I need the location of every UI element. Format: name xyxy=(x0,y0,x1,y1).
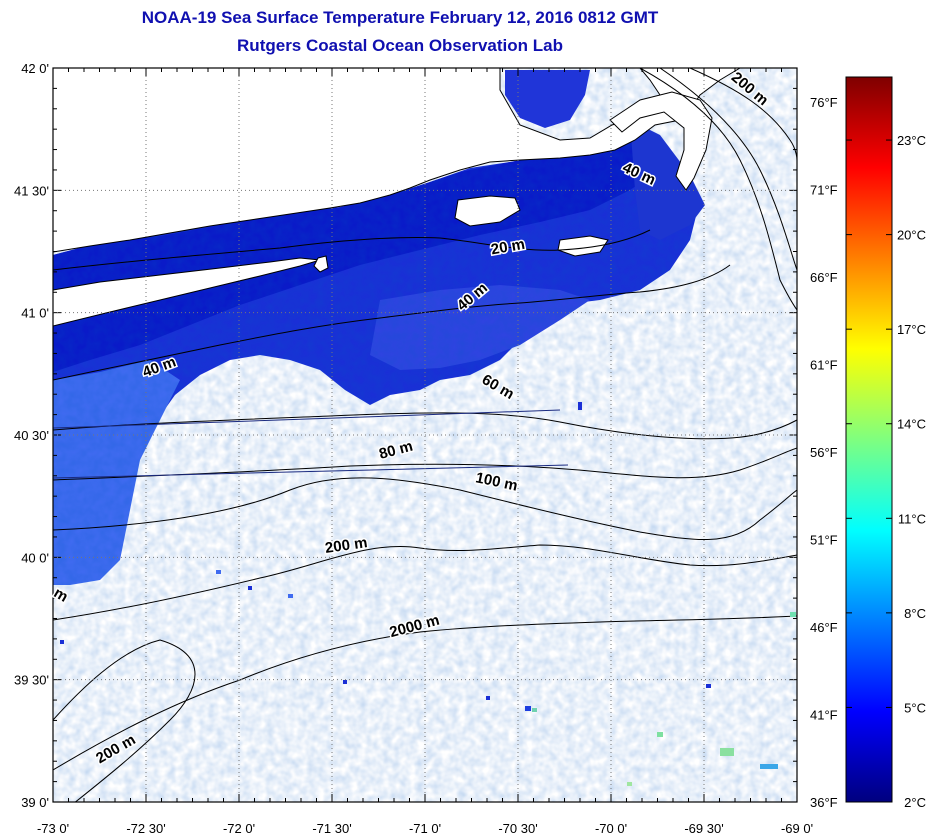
axis-labels: -73 0' -72 30' -72 0' -71 30' -71 0' -70 30' -… xyxy=(14,61,838,836)
lat-tick-label: 40 30' xyxy=(14,428,49,443)
fahrenheit-tick-label: 61°F xyxy=(810,358,838,373)
fahrenheit-tick-label: 36°F xyxy=(810,795,838,810)
map-frame xyxy=(52,67,798,803)
contour-20m xyxy=(53,229,651,271)
lon-tick-label: -71 30' xyxy=(312,821,351,836)
colorbar-tick-label: 14°C xyxy=(897,417,926,432)
fahrenheit-tick-label: 56°F xyxy=(810,445,838,460)
fahrenheit-tick-label: 51°F xyxy=(810,533,838,548)
lat-tick-label: 41 30' xyxy=(14,183,49,198)
contour-40m xyxy=(53,264,731,381)
chart-title: NOAA-19 Sea Surface Temperature February… xyxy=(141,8,659,27)
fahrenheit-tick-label: 46°F xyxy=(810,620,838,635)
colorbar-tick-label: 23°C xyxy=(897,133,926,148)
lon-tick-label: -72 30' xyxy=(126,821,165,836)
contour-100m xyxy=(53,477,797,540)
fahrenheit-tick-label: 66°F xyxy=(810,270,838,285)
lon-tick-label: -70 0' xyxy=(595,821,627,836)
land-marthas-vineyard xyxy=(454,195,521,227)
colorbar-tick-label: 8°C xyxy=(904,606,926,621)
contour-northeast-2 xyxy=(659,68,797,271)
contour-northeast-1 xyxy=(639,68,797,311)
colorbar-gradient xyxy=(845,76,893,803)
sst-scattered-pixels xyxy=(60,402,796,786)
graticule xyxy=(52,67,798,803)
lon-tick-label: -69 30' xyxy=(684,821,723,836)
fahrenheit-tick-label: 41°F xyxy=(810,708,838,723)
lon-tick-label: -70 30' xyxy=(498,821,537,836)
contour-200m xyxy=(53,544,797,621)
transect-upper xyxy=(53,409,561,429)
sst-cape-cod-bay xyxy=(505,70,590,128)
lat-tick-label: 39 30' xyxy=(14,673,49,688)
sst-cape-cod-east xyxy=(630,120,705,240)
fahrenheit-tick-label: 71°F xyxy=(810,183,838,198)
chart-subtitle: Rutgers Coastal Ocean Observation Lab xyxy=(237,36,563,55)
lon-tick-label: -69 0' xyxy=(781,821,813,836)
colorbar-tick-label: 17°C xyxy=(897,322,926,337)
lat-tick-label: 39 0' xyxy=(21,795,49,810)
colorbar-tick-label: 20°C xyxy=(897,228,926,243)
colorbar-tick-label: 5°C xyxy=(904,700,926,715)
colorbar: 23°C 20°C 17°C 14°C 11°C 8°C 5°C 2°C xyxy=(845,76,926,810)
contour-2000m xyxy=(53,615,797,771)
contour-200m-southwest xyxy=(53,639,196,802)
lon-tick-label: -71 0' xyxy=(409,821,441,836)
lat-tick-label: 41 0' xyxy=(21,306,49,321)
lat-tick-label: 40 0' xyxy=(21,550,49,565)
lon-tick-label: -72 0' xyxy=(223,821,255,836)
colorbar-tick-label: 11°C xyxy=(898,511,926,526)
colorbar-tick-label: 2°C xyxy=(904,795,926,810)
lon-tick-label: -73 0' xyxy=(37,821,69,836)
land-long-island xyxy=(53,257,321,327)
lat-tick-label: 42 0' xyxy=(21,61,49,76)
transect-lower xyxy=(53,464,569,479)
fahrenheit-tick-label: 76°F xyxy=(810,95,838,110)
land-block-island xyxy=(313,255,329,273)
